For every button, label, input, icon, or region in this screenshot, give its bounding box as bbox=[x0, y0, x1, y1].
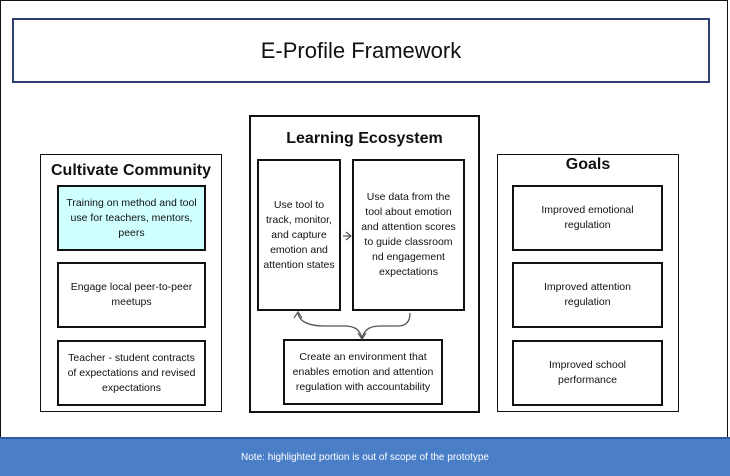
diagram-title: E-Profile Framework bbox=[260, 37, 462, 63]
arrow-tool-to-data-head bbox=[345, 231, 352, 241]
title-box: E-Profile Framework bbox=[12, 18, 710, 83]
cultivate-item-meetups: Engage local peer-to-peer meetups bbox=[57, 262, 206, 328]
curly-connector bbox=[297, 312, 411, 340]
goal-school-performance: Improved school performance bbox=[512, 340, 663, 406]
curly-arrow-left-head bbox=[293, 310, 303, 319]
ecosystem-environment-box: Create an environment that enables emoti… bbox=[283, 339, 443, 405]
ecosystem-tool-box: Use tool to track, monitor, and capture … bbox=[257, 159, 341, 311]
cultivate-item-training: Training on method and tool use for teac… bbox=[57, 185, 206, 251]
ecosystem-data-box: Use data from the tool about emotion and… bbox=[352, 159, 465, 311]
goal-attention-regulation: Improved attention regulation bbox=[512, 262, 663, 328]
footer-note: Note: highlighted portion is out of scop… bbox=[0, 437, 730, 476]
learning-ecosystem-panel bbox=[249, 115, 480, 413]
learning-ecosystem-heading: Learning Ecosystem bbox=[286, 130, 443, 147]
goal-emotional-regulation: Improved emotional regulation bbox=[512, 185, 663, 251]
cultivate-community-heading: Cultivate Community bbox=[50, 162, 211, 179]
cultivate-item-contracts: Teacher - student contracts of expectati… bbox=[57, 340, 206, 406]
goals-panel bbox=[497, 154, 679, 412]
goals-heading: Goals bbox=[565, 156, 611, 173]
cultivate-community-panel bbox=[40, 154, 222, 412]
curly-arrow-down-head bbox=[357, 332, 367, 341]
